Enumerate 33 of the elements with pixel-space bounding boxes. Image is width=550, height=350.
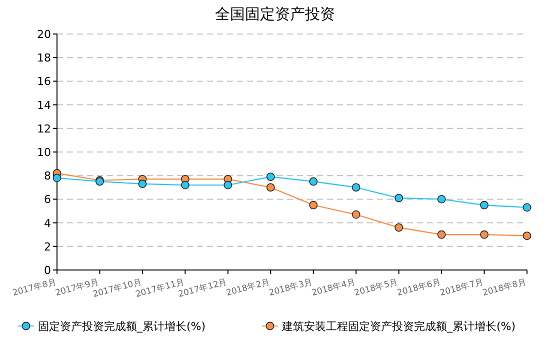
legend-label: 建筑安装工程固定资产投资完成额_累计增长(%) [281, 320, 516, 333]
y-tick-label: 4 [44, 216, 51, 230]
point [437, 230, 446, 239]
point [309, 177, 318, 186]
legend-label: 固定资产投资完成额_累计增长(%) [38, 320, 206, 333]
y-tick-label: 14 [37, 98, 51, 112]
point [480, 230, 488, 239]
point [266, 183, 275, 192]
point [352, 183, 360, 192]
x-tick-label: 2018年8月 [481, 276, 528, 299]
point [522, 203, 532, 212]
y-tick-label: 10 [37, 146, 51, 159]
point [394, 223, 404, 232]
y-tick-label: 6 [44, 193, 51, 206]
y-tick-label: 16 [37, 75, 51, 88]
point [480, 200, 488, 210]
chart-title: 全国固定资产投资 [215, 5, 335, 23]
point [224, 180, 232, 190]
y-tick-label: 8 [44, 170, 51, 183]
point [266, 172, 275, 181]
y-tick-label: 18 [37, 52, 51, 65]
y-tick-label: 20 [37, 28, 51, 41]
point [437, 195, 446, 204]
y-tick-label: 12 [37, 122, 51, 136]
point [522, 232, 532, 240]
point [52, 174, 62, 182]
point [352, 210, 360, 219]
y-tick-label: 0 [44, 264, 51, 277]
point [394, 194, 404, 202]
y-tick-label: 2 [44, 240, 51, 254]
point [309, 200, 318, 210]
point [180, 180, 190, 190]
point [138, 180, 147, 188]
